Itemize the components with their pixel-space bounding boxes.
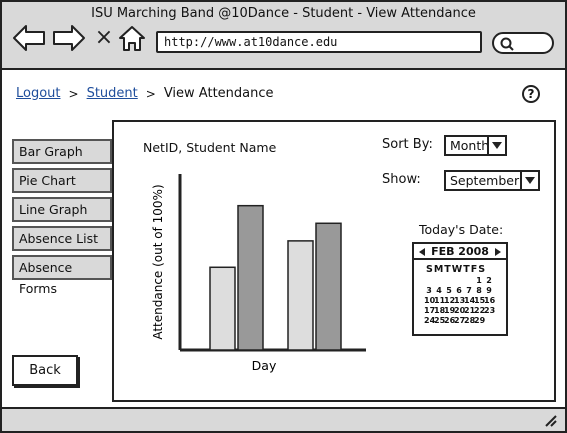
logout-link[interactable]: Logout <box>16 86 61 101</box>
calendar-day[interactable]: 27 <box>454 316 466 325</box>
calendar-day[interactable]: 24 <box>424 316 436 325</box>
calendar-week: 10 11 12 13 14 15 16 <box>424 296 500 306</box>
chevron-down-icon <box>487 137 505 154</box>
search-icon <box>500 37 514 51</box>
stop-icon[interactable]: × <box>94 25 114 50</box>
calendar-day[interactable]: 22 <box>474 306 486 315</box>
sidebar-item-bar-graph[interactable]: Bar Graph <box>12 139 112 164</box>
calendar-day[interactable]: 10 <box>424 296 436 305</box>
todays-date-label: Today's Date: <box>419 222 504 237</box>
calendar-day <box>434 276 444 286</box>
calendar-day <box>454 276 464 286</box>
back-button[interactable]: Back <box>12 355 78 386</box>
calendar-day <box>424 276 434 286</box>
calendar-day[interactable]: 19 <box>444 306 456 315</box>
home-icon[interactable] <box>117 24 147 52</box>
x-axis-label: Day <box>252 358 277 373</box>
search-input[interactable] <box>492 32 554 54</box>
chevron-down-icon <box>520 172 538 189</box>
calendar-day[interactable]: 12 <box>444 296 456 305</box>
sort-select-value: Month <box>450 138 490 153</box>
sidebar-item-absence-list[interactable]: Absence List <box>12 226 112 251</box>
calendar-week: 24 25 26 27 28 29 <box>424 316 500 326</box>
browser-chrome: ISU Marching Band @10Dance - Student - V… <box>2 2 565 70</box>
sort-select[interactable]: Month <box>444 135 507 156</box>
bar-1-1[interactable] <box>315 222 342 351</box>
show-label: Show: <box>382 172 421 187</box>
calendar-day[interactable]: 26 <box>444 316 456 325</box>
student-name: NetID, Student Name <box>143 140 277 155</box>
window-title: ISU Marching Band @10Dance - Student - V… <box>91 6 476 21</box>
sidebar-item-pie-chart[interactable]: Pie Chart <box>12 168 112 193</box>
sidebar-item-absence-forms[interactable]: Absence Forms <box>12 255 112 296</box>
calendar-day[interactable]: 4 <box>436 286 442 295</box>
calendar-month: FEB 2008 <box>431 245 489 258</box>
calendar-day[interactable]: 28 <box>464 316 476 325</box>
chevron-right-icon[interactable] <box>495 248 501 256</box>
calendar-day[interactable]: 1 <box>476 276 482 285</box>
calendar-day[interactable]: 13 <box>454 296 466 305</box>
calendar-day[interactable]: 16 <box>484 296 496 305</box>
breadcrumb: Logout > Student > View Attendance <box>16 86 274 101</box>
calendar-day[interactable]: 5 <box>446 286 452 295</box>
breadcrumb-separator: > <box>145 86 156 101</box>
bar-1-0[interactable] <box>287 240 314 351</box>
calendar-week: 17 18 19 20 21 22 23 <box>424 306 500 316</box>
show-select-value: September <box>450 173 520 188</box>
show-select[interactable]: September <box>444 170 540 191</box>
calendar-day <box>464 276 474 286</box>
calendar-day[interactable]: 21 <box>464 306 476 315</box>
calendar-day[interactable]: 2 <box>486 276 492 285</box>
calendar-day[interactable]: 3 <box>426 286 432 295</box>
bar-0-1[interactable] <box>237 204 264 351</box>
help-icon[interactable]: ? <box>522 85 540 103</box>
forward-arrow-icon[interactable] <box>52 24 86 52</box>
calendar-day[interactable]: 18 <box>434 306 446 315</box>
calendar-day-names: SMTWTFS <box>426 264 487 275</box>
bar-0-0[interactable] <box>209 266 236 351</box>
calendar-day <box>484 316 494 326</box>
calendar-day[interactable]: 11 <box>434 296 446 305</box>
breadcrumb-separator: > <box>68 86 79 101</box>
attendance-bar-chart: Day Attendance (out of 100%) <box>151 174 366 373</box>
calendar-day[interactable]: 7 <box>466 286 472 295</box>
calendar-day[interactable]: 29 <box>474 316 486 325</box>
url-input[interactable]: http://www.at10dance.edu <box>156 31 482 53</box>
calendar-day[interactable]: 20 <box>454 306 466 315</box>
calendar-grid: 1 2 3 4 5 6 7 8 9 10 11 12 13 14 15 16 17 18 19 20 21 22 23 24 2… <box>424 276 500 326</box>
sidebar-item-line-graph[interactable]: Line Graph <box>12 197 112 222</box>
calendar-day <box>444 276 454 286</box>
resize-grip-icon[interactable] <box>543 413 557 427</box>
status-bar <box>2 407 565 431</box>
breadcrumb-current: View Attendance <box>163 86 274 101</box>
y-axis-label: Attendance (out of 100%) <box>151 184 165 339</box>
main-panel: NetID, Student Name Day Attendance (out o… <box>112 120 556 402</box>
calendar-day[interactable]: 17 <box>424 306 436 315</box>
calendar-header: FEB 2008 <box>414 244 506 260</box>
calendar-day[interactable]: 25 <box>434 316 446 325</box>
calendar-day[interactable]: 14 <box>464 296 476 305</box>
calendar-day[interactable]: 15 <box>474 296 486 305</box>
calendar-day[interactable]: 9 <box>486 286 492 295</box>
chevron-left-icon[interactable] <box>419 248 425 256</box>
date-calendar[interactable]: FEB 2008 SMTWTFS 1 2 3 4 5 6 7 8 9 10 11 12 13 14 15 16… <box>412 242 508 336</box>
calendar-day[interactable]: 8 <box>476 286 482 295</box>
calendar-day[interactable]: 6 <box>456 286 462 295</box>
sort-label: Sort By: <box>382 137 433 152</box>
student-link[interactable]: Student <box>86 86 138 101</box>
back-arrow-icon[interactable] <box>12 24 46 52</box>
calendar-day[interactable]: 23 <box>484 306 496 315</box>
